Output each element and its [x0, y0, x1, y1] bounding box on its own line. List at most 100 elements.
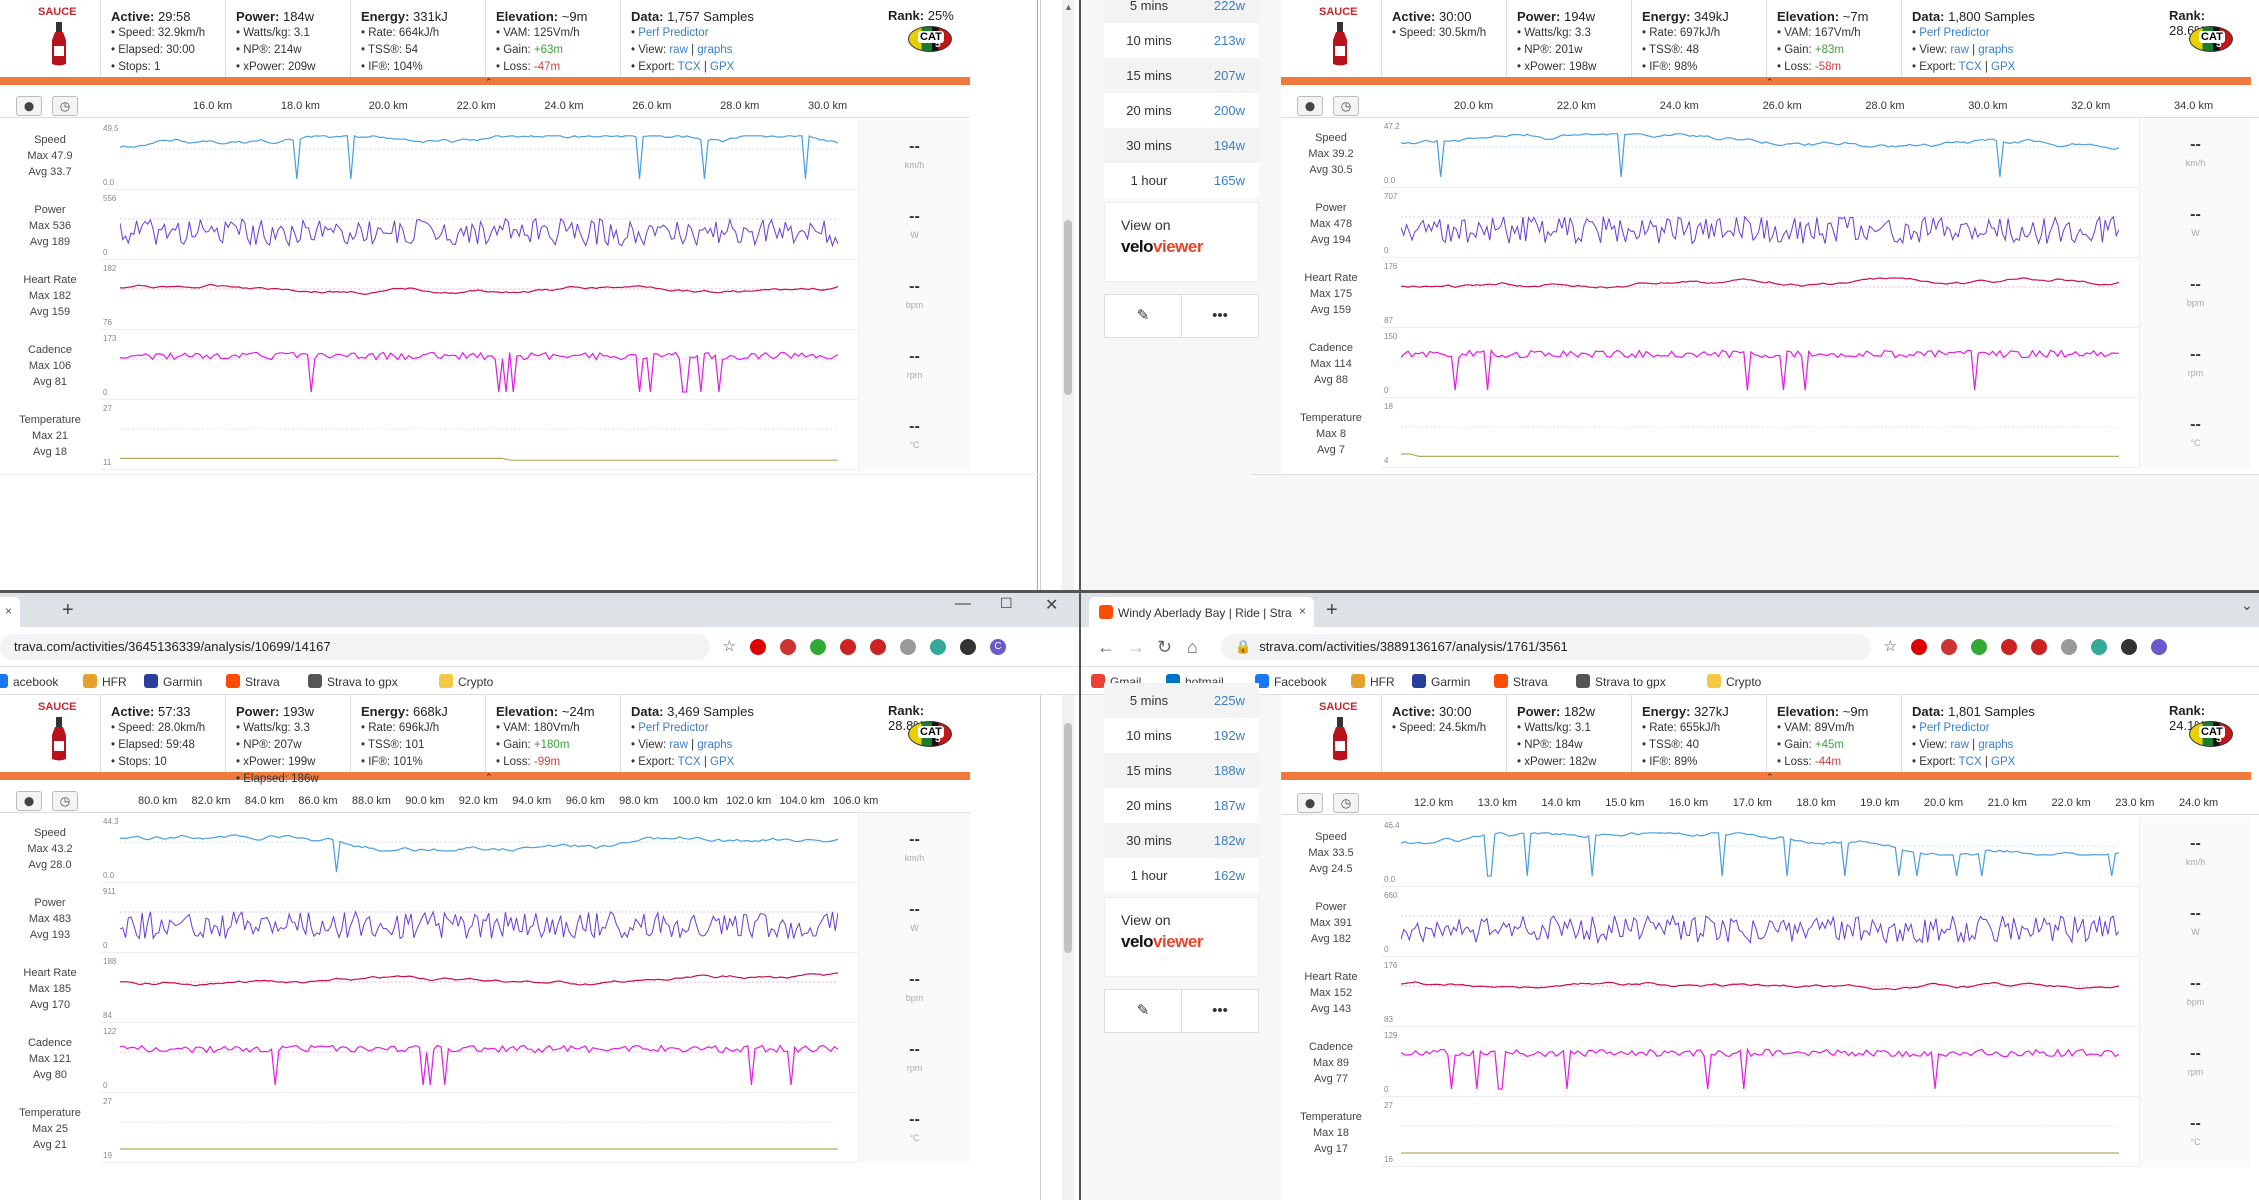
adblock-icon[interactable] — [780, 639, 796, 655]
perf-predictor-link[interactable]: Perf Predictor — [1919, 722, 1990, 734]
peak-row[interactable]: 5 mins 222w — [1104, 0, 1259, 23]
forward-arrow-icon[interactable]: → — [1127, 637, 1145, 657]
bookmark-item[interactable]: HFR — [83, 674, 127, 689]
more-options-button[interactable]: ••• — [1212, 1002, 1228, 1019]
bookmark-item[interactable]: HFR — [1351, 674, 1395, 689]
view-graphs-link[interactable]: graphs — [1978, 739, 2014, 751]
peak-row[interactable]: 15 mins 207w — [1104, 58, 1259, 93]
clock-icon[interactable]: ◷ — [1333, 793, 1359, 813]
extension-icon[interactable] — [1971, 639, 1987, 655]
minimize-icon[interactable]: — — [955, 595, 971, 612]
veloviewer-link[interactable]: View on veloviewer — [1104, 202, 1259, 282]
row-plot[interactable]: 44.3 0.0 — [100, 813, 858, 883]
view-graphs-link[interactable]: graphs — [697, 44, 733, 56]
row-plot[interactable]: 27 11 — [100, 400, 858, 470]
row-plot[interactable]: 911 0 — [100, 883, 858, 953]
ext-badge-icon[interactable] — [870, 639, 886, 655]
row-plot[interactable]: 556 0 — [100, 190, 858, 260]
row-plot[interactable]: 47.2 0.0 — [1381, 118, 2139, 188]
extension-icon[interactable] — [810, 639, 826, 655]
new-tab-icon[interactable]: + — [1326, 599, 1338, 621]
maximize-icon[interactable]: ☐ — [1000, 595, 1013, 611]
peak-row[interactable]: 20 mins 200w — [1104, 93, 1259, 128]
view-graphs-link[interactable]: graphs — [697, 739, 733, 751]
row-plot[interactable]: 188 84 — [100, 953, 858, 1023]
export-tcx-link[interactable]: TCX — [1958, 756, 1982, 768]
back-arrow-icon[interactable]: ← — [1097, 637, 1115, 657]
reload-icon[interactable]: ↻ — [1157, 637, 1173, 657]
collapse-caret-icon[interactable]: ⌃ — [485, 772, 493, 782]
url-field[interactable]: 🔒 strava.com/activities/3889136167/analys… — [1221, 634, 1897, 660]
bookmark-star-icon[interactable]: ☆ — [722, 638, 736, 655]
collapse-caret-icon[interactable]: ⌃ — [1766, 772, 1774, 782]
export-gpx-link[interactable]: GPX — [710, 756, 735, 768]
export-gpx-link[interactable]: GPX — [1991, 61, 2016, 73]
clock-icon[interactable]: ◷ — [52, 96, 78, 116]
peak-row[interactable]: 1 hour 165w — [1104, 163, 1259, 198]
map-pin-icon[interactable]: ⬤ — [1297, 96, 1323, 116]
perf-predictor-link[interactable]: Perf Predictor — [1919, 27, 1990, 39]
bookmark-item[interactable]: Strava — [1494, 674, 1548, 689]
profile-avatar[interactable]: C — [990, 639, 1006, 655]
view-raw-link[interactable]: raw — [1950, 739, 1969, 751]
perf-predictor-link[interactable]: Perf Predictor — [638, 722, 709, 734]
export-tcx-link[interactable]: TCX — [677, 756, 701, 768]
scrollbar[interactable] — [1062, 0, 1074, 590]
collapse-caret-icon[interactable]: ⌃ — [1766, 77, 1774, 87]
scrollbar-thumb[interactable] — [1064, 723, 1072, 953]
clock-icon[interactable]: ◷ — [52, 791, 78, 811]
row-plot[interactable]: 176 83 — [1381, 957, 2139, 1027]
bookmark-item[interactable]: Garmin — [144, 674, 202, 689]
bookmark-item[interactable]: Garmin — [1412, 674, 1470, 689]
cloud-icon[interactable] — [2061, 639, 2077, 655]
puzzle-icon[interactable] — [2121, 639, 2137, 655]
view-raw-link[interactable]: raw — [669, 44, 688, 56]
ext-badge-icon[interactable] — [2001, 639, 2017, 655]
row-plot[interactable]: 46.4 0.0 — [1381, 817, 2139, 887]
more-options-button[interactable]: ••• — [1212, 307, 1228, 324]
url-field[interactable]: trava.com/activities/3645136339/analysis… — [0, 634, 736, 660]
veloviewer-link[interactable]: View on veloviewer — [1104, 897, 1259, 977]
browser-tab[interactable]: va× — [0, 597, 20, 627]
edit-pencil-icon[interactable]: ✎ — [1105, 295, 1182, 337]
view-graphs-link[interactable]: graphs — [1978, 44, 2014, 56]
row-plot[interactable]: 176 87 — [1381, 258, 2139, 328]
edit-pencil-icon[interactable]: ✎ — [1105, 990, 1182, 1032]
window-dropdown-icon[interactable]: ⌄ — [2241, 597, 2253, 613]
row-plot[interactable]: 707 0 — [1381, 188, 2139, 258]
export-tcx-link[interactable]: TCX — [677, 61, 701, 73]
scrollbar[interactable] — [1062, 695, 1074, 1200]
row-plot[interactable]: 27 19 — [100, 1093, 858, 1163]
extension-icon[interactable] — [930, 639, 946, 655]
tab-close-icon[interactable]: × — [1298, 604, 1306, 618]
peak-row[interactable]: 10 mins 213w — [1104, 23, 1259, 58]
cloud-icon[interactable] — [900, 639, 916, 655]
ext-badge-icon[interactable] — [840, 639, 856, 655]
peak-row[interactable]: 30 mins 194w — [1104, 128, 1259, 163]
map-pin-icon[interactable]: ⬤ — [1297, 793, 1323, 813]
row-plot[interactable]: 173 0 — [100, 330, 858, 400]
scrollbar-thumb[interactable] — [1064, 220, 1072, 395]
map-pin-icon[interactable]: ⬤ — [16, 96, 42, 116]
scroll-up-icon[interactable]: ▲ — [1064, 2, 1073, 12]
adblock-icon[interactable] — [1941, 639, 1957, 655]
view-raw-link[interactable]: raw — [1950, 44, 1969, 56]
bookmark-item[interactable]: Strava to gpx — [308, 674, 398, 689]
ublock-icon[interactable] — [750, 639, 766, 655]
browser-tab[interactable]: Windy Aberlady Bay | Ride | Stra × — [1089, 597, 1314, 627]
peak-row[interactable]: 5 mins 225w — [1104, 683, 1259, 718]
row-plot[interactable]: 129 0 — [1381, 1027, 2139, 1097]
peak-row[interactable]: 1 hour 162w — [1104, 858, 1259, 893]
export-gpx-link[interactable]: GPX — [710, 61, 735, 73]
collapse-caret-icon[interactable]: ⌃ — [485, 77, 493, 87]
bookmark-item[interactable]: Facebook — [1255, 674, 1327, 689]
row-plot[interactable]: 660 0 — [1381, 887, 2139, 957]
row-plot[interactable]: 150 0 — [1381, 328, 2139, 398]
row-plot[interactable]: 49.5 0.0 — [100, 120, 858, 190]
extension-icon[interactable] — [2091, 639, 2107, 655]
bookmark-item[interactable]: acebook — [0, 674, 58, 689]
tab-close-icon[interactable]: × — [4, 604, 12, 618]
clock-icon[interactable]: ◷ — [1333, 96, 1359, 116]
row-plot[interactable]: 18 4 — [1381, 398, 2139, 468]
bookmark-item[interactable]: Strava to gpx — [1576, 674, 1666, 689]
